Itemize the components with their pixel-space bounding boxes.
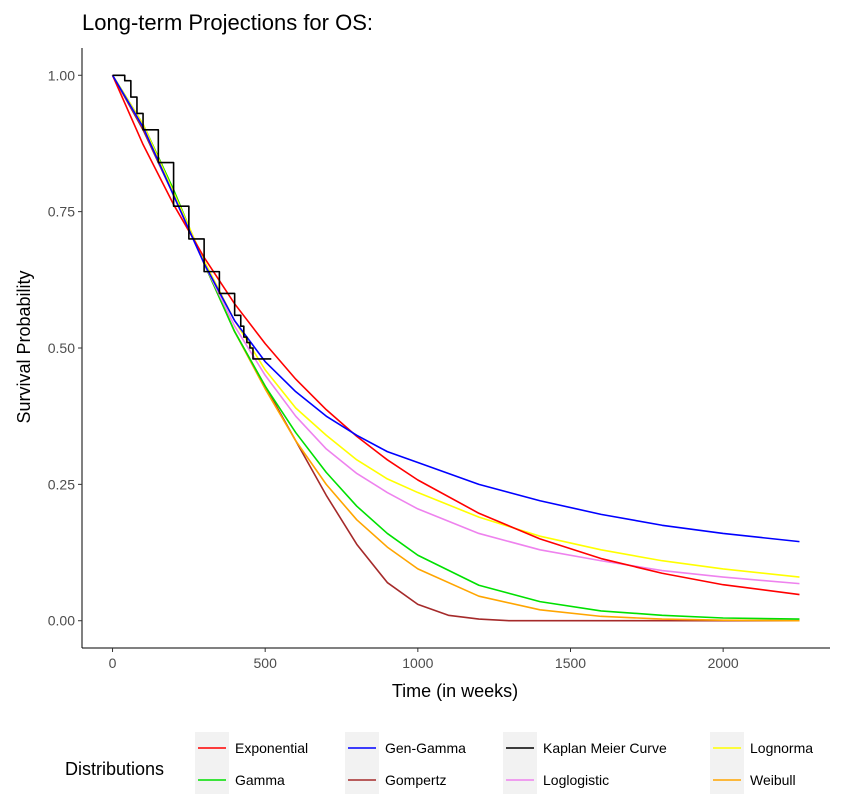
legend-item: Exponential <box>195 732 308 764</box>
legend-key-bg <box>710 764 744 794</box>
legend-key-bg <box>195 764 229 794</box>
series-line-kaplan-meier-curve <box>112 74 272 360</box>
y-tick-label: 0.50 <box>48 340 75 356</box>
series-line-lognorma <box>111 74 800 578</box>
y-tick-label: 0.75 <box>48 204 75 220</box>
series-line-exponential <box>111 74 800 596</box>
y-tick-label: 1.00 <box>48 67 75 83</box>
legend-item: Gen-Gamma <box>345 732 466 764</box>
legend-label: Weibull <box>750 772 796 788</box>
series-line-gen-gamma <box>111 74 800 543</box>
x-tick-label: 2000 <box>708 655 739 671</box>
x-tick-label: 1000 <box>402 655 433 671</box>
legend-key-bg <box>345 764 379 794</box>
legend-item: Loglogistic <box>503 764 609 794</box>
legend: Distributions Exponential Gamma Gen-Gamma G… <box>65 732 813 794</box>
legend-key-bg <box>503 764 537 794</box>
legend-item: Gompertz <box>345 764 446 794</box>
legend-label: Gen-Gamma <box>385 740 466 756</box>
legend-label: Lognorma <box>750 740 813 756</box>
legend-label: Loglogistic <box>543 772 609 788</box>
legend-label: Kaplan Meier Curve <box>543 740 667 756</box>
plot-panel: 0.00 0.25 0.50 0.75 1.00 0 500 1000 1500 2000 <box>48 48 830 671</box>
legend-title: Distributions <box>65 759 164 779</box>
series-line-gompertz <box>111 74 800 622</box>
x-tick-label: 500 <box>254 655 278 671</box>
chart-title: Long-term Projections for OS: <box>82 10 373 35</box>
legend-label: Gompertz <box>385 772 446 788</box>
legend-item: Lognorma <box>710 732 813 764</box>
y-tick-label: 0.00 <box>48 613 75 629</box>
series-line-weibull <box>111 74 800 622</box>
legend-item: Gamma <box>195 764 285 794</box>
legend-item: Kaplan Meier Curve <box>503 732 667 764</box>
x-tick-label: 1500 <box>555 655 586 671</box>
legend-label: Exponential <box>235 740 308 756</box>
x-tick-label: 0 <box>109 655 117 671</box>
legend-label: Gamma <box>235 772 285 788</box>
series-line-gamma <box>111 74 800 620</box>
legend-item: Weibull <box>710 764 796 794</box>
y-tick-label: 0.25 <box>48 476 75 492</box>
x-axis-title: Time (in weeks) <box>392 681 518 701</box>
y-axis-title: Survival Probability <box>14 270 34 423</box>
